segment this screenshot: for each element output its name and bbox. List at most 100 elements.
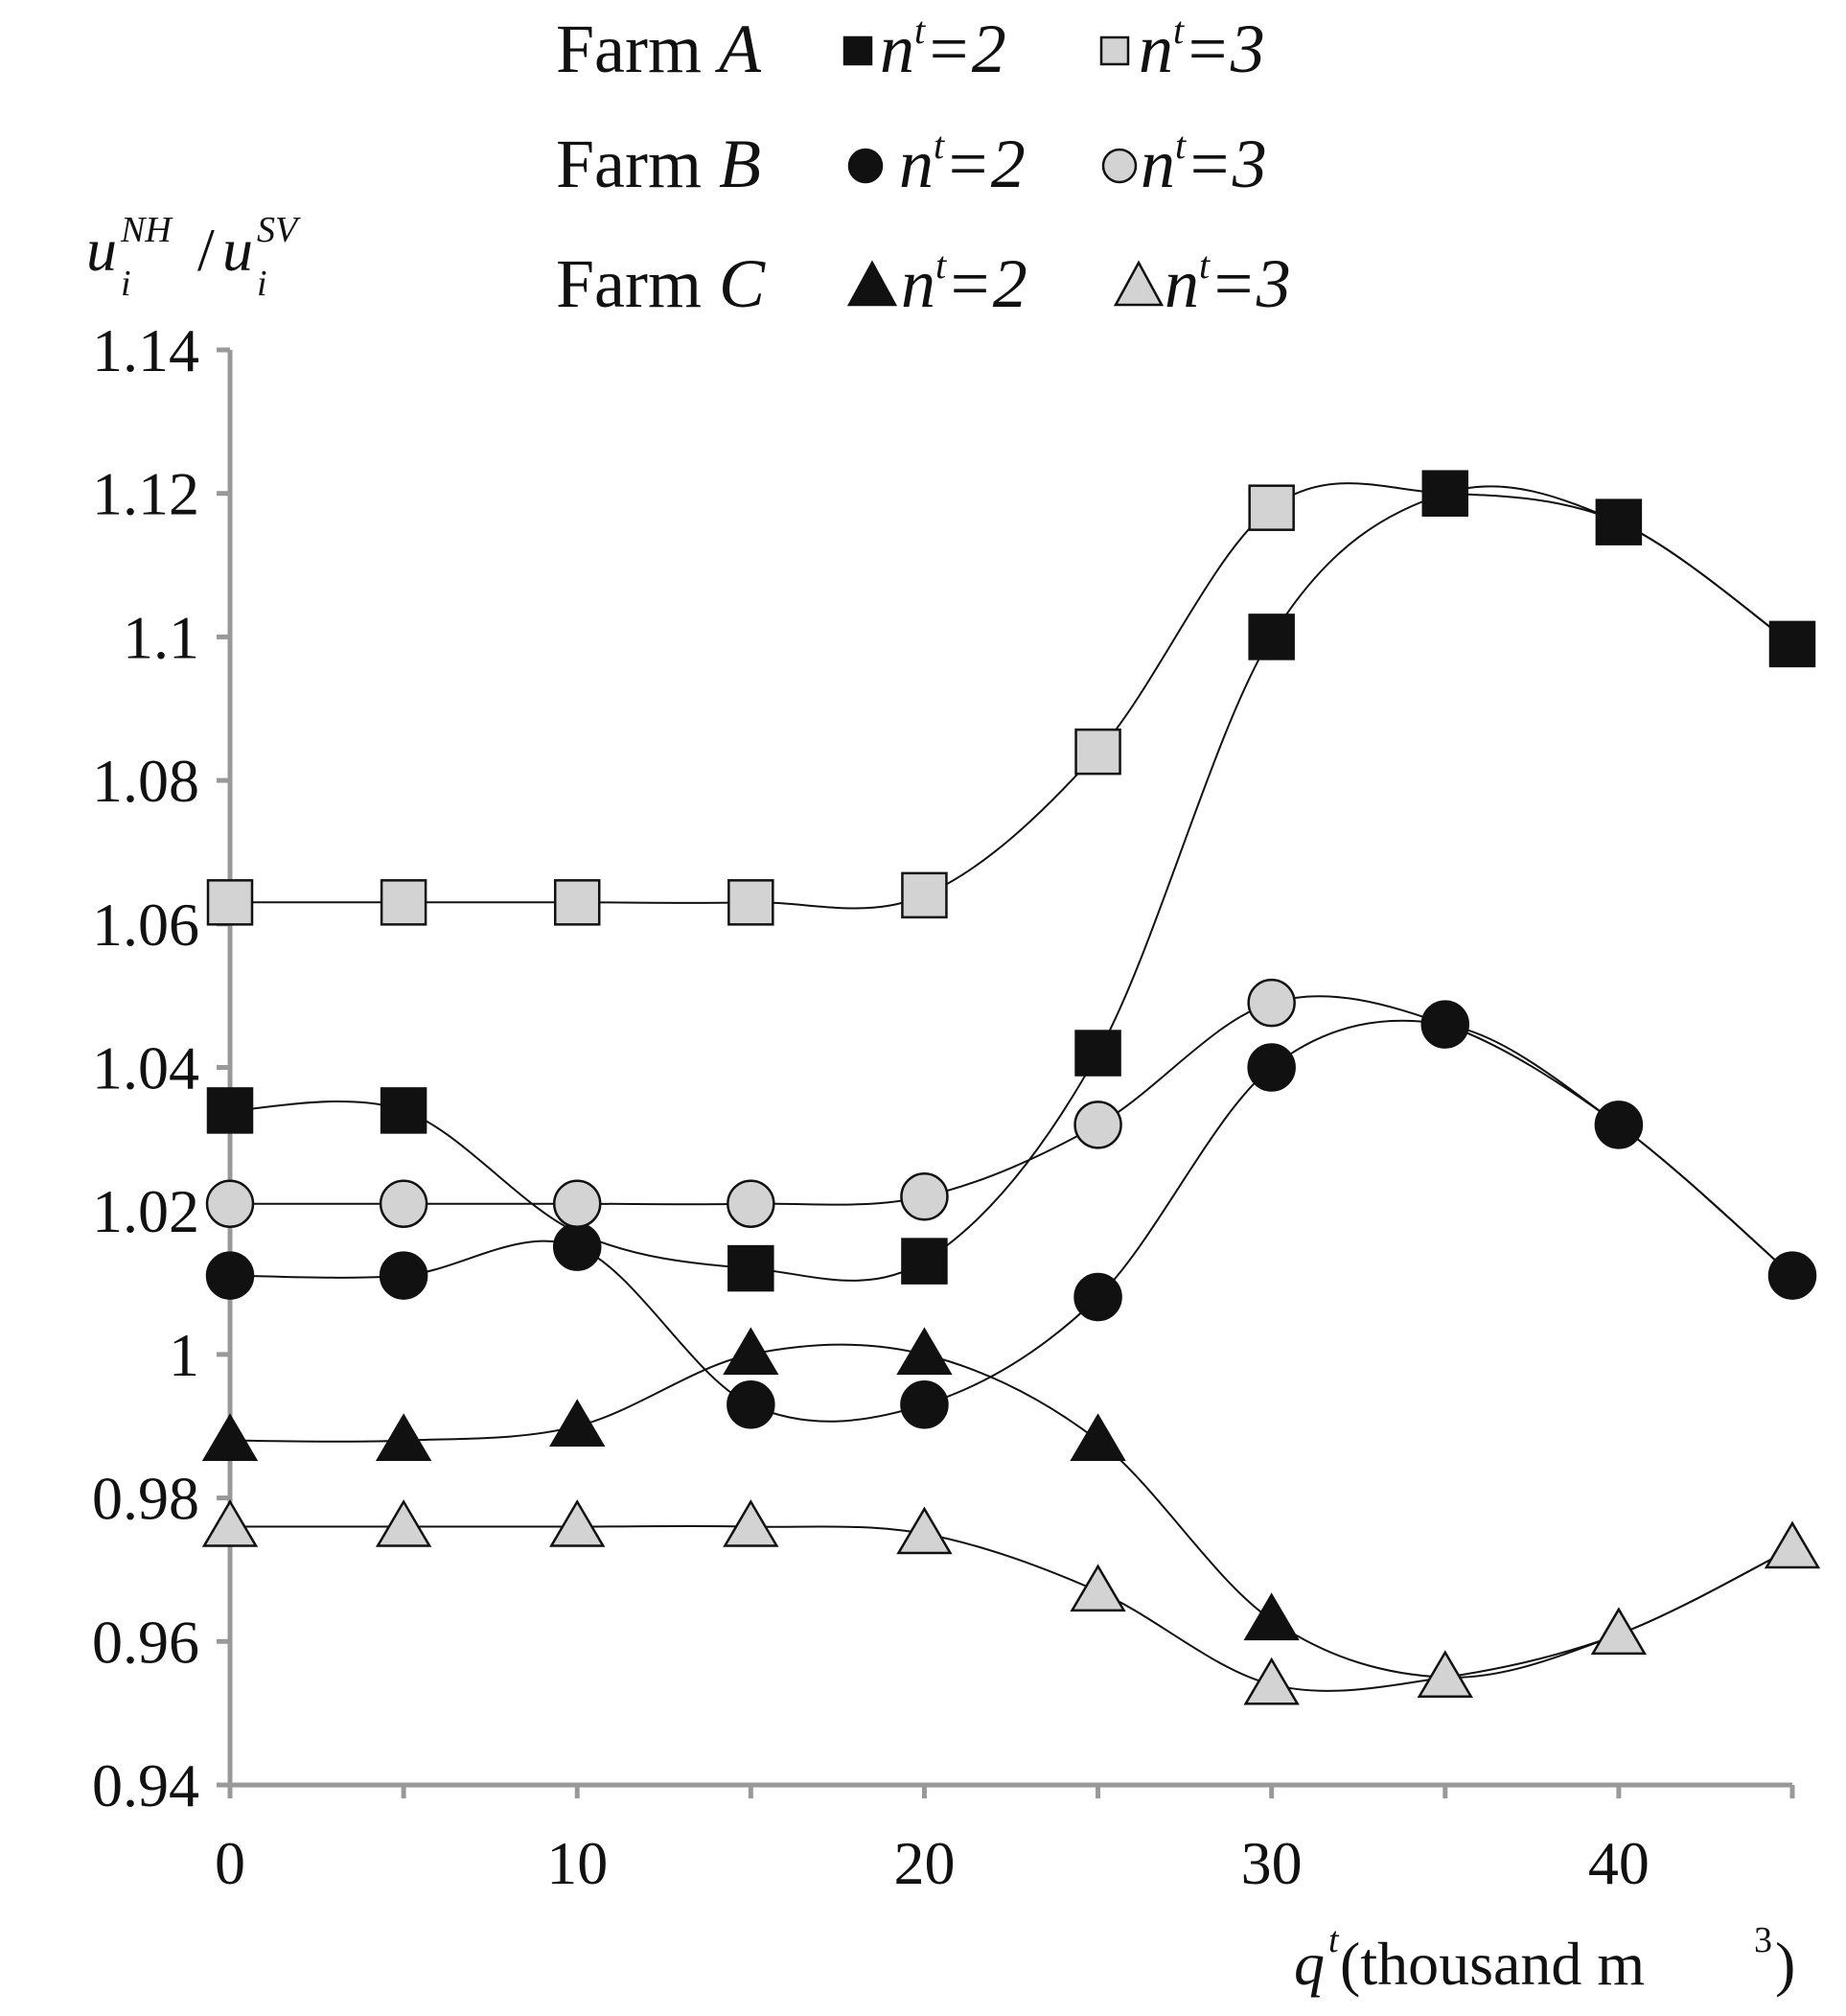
y-tick-label: 1 [169, 1321, 199, 1389]
marker-farm-c-nt3 [375, 1499, 432, 1547]
marker-farm-c-nt3 [1070, 1564, 1126, 1612]
marker-farm-b-nt3 [900, 1171, 949, 1221]
x-label-var: q [1294, 1930, 1325, 1998]
x-label-close: ) [1775, 1930, 1795, 1998]
legend-farm-label: Farm B [556, 126, 761, 202]
tick-labels: 0.94 0.96 0.98 1 1.02 1.04 1.06 1.08 1.1 1.12 1.14… [92, 316, 1650, 1897]
marker-farm-a-nt3 [727, 879, 774, 926]
marker-farm-c-nt3 [1590, 1607, 1648, 1656]
marker-farm-a-nt2 [727, 1244, 774, 1292]
marker-farm-c-nt3 [896, 1506, 953, 1555]
y-axis-label: u iNH / u iSV [86, 210, 301, 304]
marker-farm-a-nt3 [1248, 484, 1295, 531]
marker-farm-b-nt3 [379, 1179, 428, 1228]
marker-farm-a-nt2 [1074, 1030, 1121, 1077]
marker-farm-c-nt2 [375, 1413, 432, 1461]
y-label-slash: / [197, 216, 215, 284]
curve-farm-c-nt3 [230, 1524, 1793, 1692]
y-tick-label: 0.98 [92, 1465, 199, 1533]
marker-farm-b-nt2 [1767, 1251, 1817, 1300]
marker-farm-c-nt3 [201, 1499, 259, 1547]
marker-farm-c-nt2 [723, 1327, 779, 1376]
legend-farm-label: Farm A [556, 11, 762, 87]
legend-entry-label: nt=2 [901, 243, 1027, 322]
x-label-text: (thousand m [1340, 1930, 1645, 1998]
marker-farm-a-nt2 [901, 1238, 948, 1285]
legend-marker-nt2 [846, 260, 898, 307]
marker-farm-c-nt3 [549, 1499, 606, 1547]
marker-farm-b-nt2 [1594, 1101, 1644, 1149]
y-label-u2: u [222, 216, 253, 284]
legend-farm-label: Farm C [556, 245, 766, 322]
axes [217, 347, 1795, 1798]
marker-farm-b-nt3 [1073, 1101, 1122, 1149]
y-tick-label: 1.04 [92, 1034, 199, 1102]
marker-farm-a-nt2 [1248, 614, 1295, 660]
curve-farm-c-nt2 [229, 1343, 1793, 1679]
y-label-sup-num: NH [120, 210, 173, 250]
legend-marker-nt3 [1101, 148, 1138, 184]
curve-farm-b-nt2 [229, 1019, 1793, 1423]
marker-farm-b-nt2 [552, 1222, 602, 1271]
legend-row-farm-a: Farm A nt=2 nt=3 [556, 9, 1265, 87]
marker-farm-b-nt3 [552, 1179, 602, 1228]
y-label-sub: i [121, 264, 131, 304]
y-tick-label: 1.1 [123, 603, 199, 671]
marker-farm-b-nt3 [727, 1179, 775, 1228]
legend-entry-label: nt=3 [1141, 124, 1267, 202]
legend-entry-label: nt=3 [1139, 9, 1265, 87]
marker-farm-a-nt2 [206, 1087, 254, 1134]
marker-farm-b-nt2 [900, 1380, 949, 1429]
curve-farm-b-nt3 [230, 995, 1793, 1277]
series-markers [201, 470, 1821, 1705]
marker-farm-a-nt3 [553, 879, 601, 926]
series-curves [229, 482, 1793, 1692]
x-tick-label: 10 [546, 1829, 608, 1897]
marker-farm-a-nt2 [1421, 470, 1469, 517]
y-tick-label: 1.14 [92, 316, 199, 384]
marker-farm-a-nt2 [380, 1087, 427, 1134]
y-tick-label: 0.94 [92, 1751, 199, 1819]
marker-farm-c-nt2 [1070, 1413, 1126, 1461]
marker-farm-c-nt3 [723, 1499, 779, 1547]
y-label-sup-den: SV [257, 210, 301, 250]
marker-farm-b-nt2 [1073, 1272, 1122, 1322]
marker-farm-c-nt2 [1243, 1592, 1300, 1641]
marker-farm-c-nt3 [1417, 1650, 1473, 1698]
marker-farm-a-nt3 [380, 879, 427, 926]
marker-farm-b-nt2 [379, 1251, 428, 1300]
marker-farm-c-nt2 [201, 1413, 259, 1461]
y-label-sub2: i [257, 264, 267, 304]
y-tick-label: 1.08 [92, 747, 199, 815]
x-label-sup: t [1328, 1920, 1340, 1960]
legend-row-farm-b: Farm B nt=2 nt=3 [556, 124, 1267, 202]
curve-farm-a-nt3 [229, 482, 1793, 910]
legend-marker-nt3 [1113, 260, 1165, 307]
marker-farm-c-nt3 [1764, 1520, 1821, 1569]
x-tick-label: 0 [215, 1829, 245, 1897]
marker-farm-b-nt3 [205, 1179, 255, 1228]
marker-farm-b-nt2 [1247, 1043, 1296, 1092]
legend-marker-nt2 [847, 148, 884, 184]
marker-farm-a-nt3 [901, 871, 948, 919]
marker-farm-a-nt3 [206, 879, 254, 926]
marker-farm-b-nt2 [1420, 1000, 1470, 1049]
legend-entry-label: nt=3 [1165, 243, 1291, 322]
marker-farm-c-nt3 [1243, 1657, 1300, 1705]
marker-farm-b-nt2 [727, 1380, 775, 1429]
marker-farm-a-nt2 [1595, 498, 1643, 545]
legend-marker-nt3 [1099, 35, 1130, 66]
legend: Farm A nt=2 nt=3 Farm B nt=2 nt=3 Farm C nt=2 nt… [556, 9, 1291, 322]
y-tick-label: 1.12 [92, 460, 199, 528]
marker-farm-a-nt3 [1074, 728, 1121, 776]
x-tick-label: 30 [1241, 1829, 1303, 1897]
y-tick-label: 0.96 [92, 1608, 199, 1676]
marker-farm-b-nt3 [1247, 978, 1296, 1028]
x-tick-label: 20 [893, 1829, 955, 1897]
x-tick-label: 40 [1588, 1829, 1650, 1897]
marker-farm-a-nt2 [1768, 620, 1816, 668]
marker-farm-c-nt2 [549, 1399, 606, 1447]
curve-farm-a-nt2 [229, 485, 1793, 1282]
